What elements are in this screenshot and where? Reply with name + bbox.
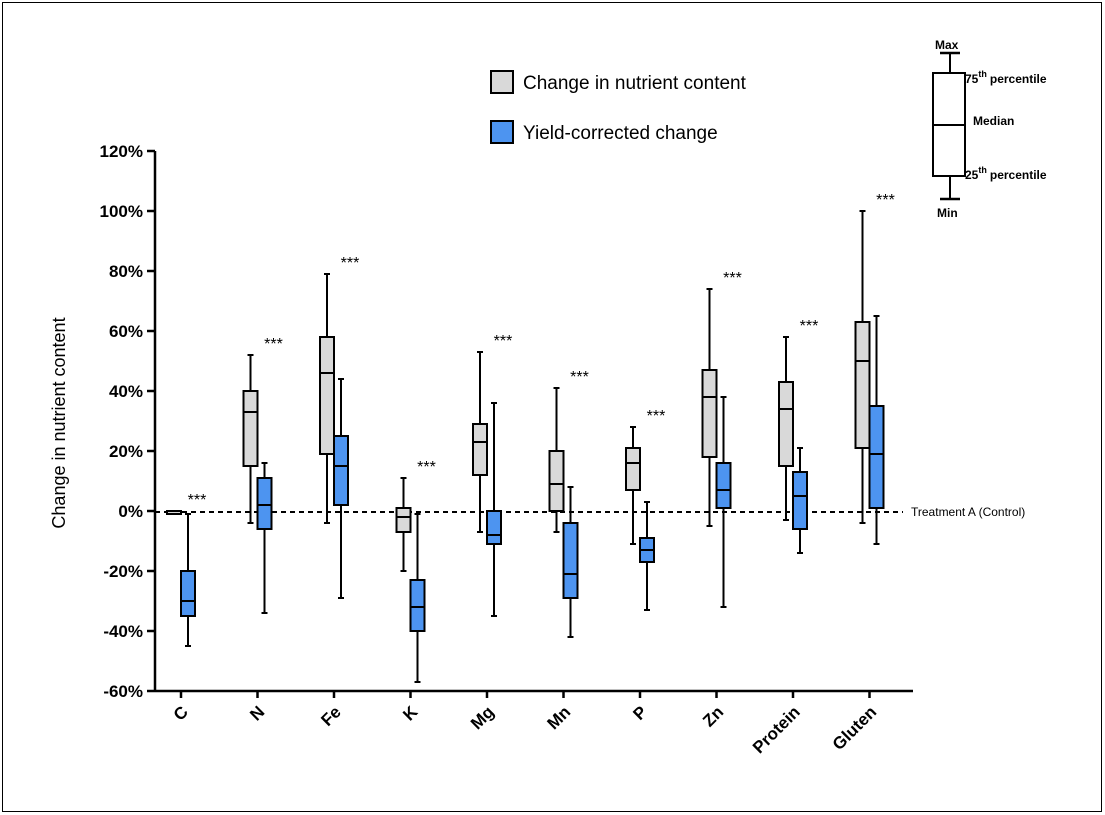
category-label: P [629,702,650,723]
y-tick-label: 20% [109,442,143,461]
iqr-box [256,477,273,530]
category-label: Gluten [829,702,881,754]
category-label: Protein [749,702,804,757]
category-label: C [170,702,192,724]
box-yield-corrected [486,402,502,617]
iqr-box [854,321,871,449]
box-yield-corrected [868,315,885,545]
legend-label-change: Change in nutrient content [523,73,747,94]
box-yield-corrected [562,486,579,638]
box-yield-corrected [333,378,349,599]
iqr-box [701,369,718,458]
y-tick-label: -20% [103,562,143,581]
iqr-box [319,336,335,455]
significance-marker: *** [647,408,666,425]
box-change [625,426,641,545]
box-key-q1-label: 25th percentile [965,165,1047,182]
iqr-box [548,450,565,512]
category-label: Zn [699,702,727,730]
legend: Change in nutrient content Yield-correct… [490,70,747,144]
box-change [854,210,871,524]
significance-marker: *** [723,270,742,287]
legend-swatch-change [490,70,514,94]
box-plot-chart: -60% -40% -20% 0% 20% 40% 60% 80% 100% 120% Treat… [49,38,1047,757]
significance-marker: *** [800,318,819,335]
box-yield-corrected [409,513,426,683]
category-label: K [399,702,422,725]
y-axis-title: Change in nutrient content [49,317,69,528]
box-change [701,288,718,527]
box-change [472,351,488,533]
iqr-box [715,462,732,509]
significance-marker: *** [570,369,589,386]
y-tick-label: 0% [118,502,143,521]
reference-line-group: Treatment A (Control) [155,505,1025,519]
reference-line-label: Treatment A (Control) [911,505,1025,519]
iqr-box [868,405,885,509]
box-yield-corrected [715,396,732,608]
iqr-box [333,435,349,506]
legend-label-yield-corrected: Yield-corrected change [523,123,718,144]
y-tick-label: 120% [100,142,143,161]
iqr-box [395,507,412,533]
iqr-box [409,579,426,632]
box-key: Max 75th percentile Median 25th percentile… [932,38,1047,220]
box-change [166,510,182,515]
iqr-box [472,423,488,476]
box-yield-corrected [639,501,655,611]
axes: -60% -40% -20% 0% 20% 40% 60% 80% 100% 120% [100,142,913,701]
box-change [395,477,412,572]
y-tick-label: -60% [103,682,143,701]
iqr-box [180,570,196,617]
significance-marker: *** [494,333,513,350]
y-tick-label: 40% [109,382,143,401]
y-tick-label: 60% [109,322,143,341]
box-key-median-label: Median [973,114,1014,128]
category-label: Fe [317,702,344,729]
box-key-max-label: Max [935,38,959,52]
legend-swatch-yield-corrected [490,120,514,144]
box-yield-corrected [256,462,273,614]
y-tick-label: 100% [100,202,143,221]
box-change [548,387,565,533]
significance-marker: *** [188,492,207,509]
significance-marker: *** [876,192,895,209]
iqr-box [625,447,641,491]
box-change [319,273,335,524]
box-yield-corrected [792,447,808,554]
iqr-box [562,522,579,599]
y-tick-label: 80% [109,262,143,281]
box-key-min-label: Min [937,206,958,220]
category-label: Mg [467,702,498,733]
boxes [166,210,885,683]
iqr-box [242,390,259,467]
category-label: Mn [544,702,575,733]
significance-marker: *** [341,255,360,272]
iqr-box [778,381,794,467]
iqr-box [792,471,808,530]
box-key-q3-label: 75th percentile [965,69,1047,86]
iqr-box [486,510,502,545]
box-change [242,354,259,524]
significance-marker: *** [417,459,436,476]
significance-marker: *** [264,336,283,353]
box-change [778,336,794,521]
y-tick-label: -40% [103,622,143,641]
category-label: N [246,702,268,724]
box-yield-corrected [180,513,196,647]
